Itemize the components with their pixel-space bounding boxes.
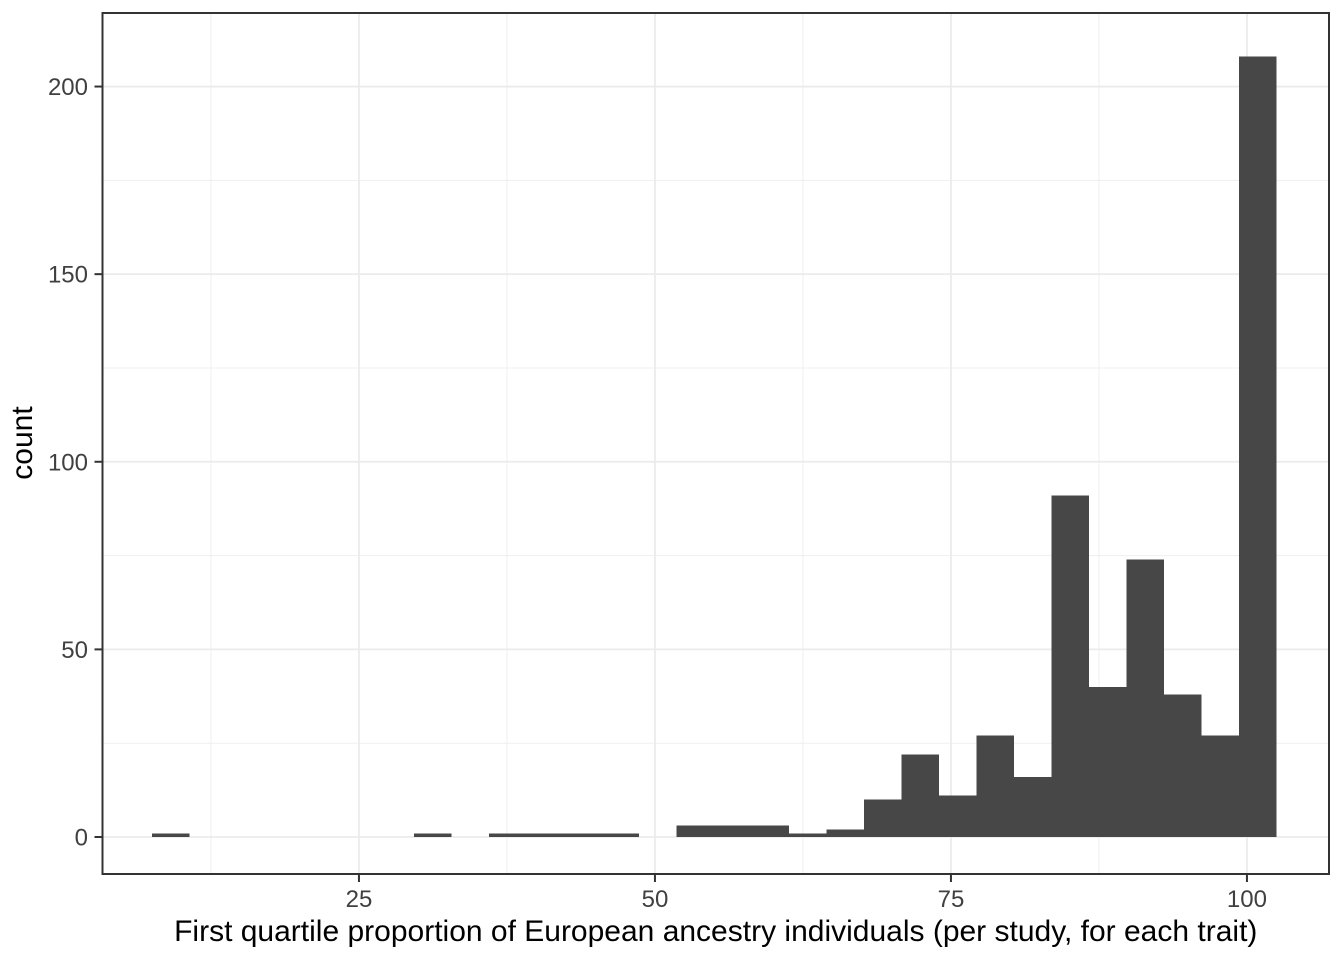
histogram-bar (1126, 559, 1165, 838)
histogram-bar (976, 735, 1015, 838)
panel-border (101, 12, 1330, 875)
histogram-bar (1014, 776, 1052, 838)
histogram-bar (676, 825, 715, 838)
x-tick-labels: 25 50 75 100 (346, 886, 1267, 913)
x-tick-label: 100 (1227, 886, 1267, 913)
histogram-bar (826, 829, 865, 838)
histogram-bar (489, 833, 527, 838)
y-tick-label: 100 (48, 449, 88, 476)
histogram-bar (1239, 56, 1277, 838)
major-gridlines (102, 13, 1329, 874)
y-tick-label: 150 (48, 262, 88, 289)
histogram-bar (789, 833, 827, 838)
histogram-bar (1164, 694, 1202, 838)
y-tick-label: 50 (61, 637, 88, 664)
y-axis-title: count (6, 406, 39, 480)
x-axis-title: First quartile proportion of European an… (174, 915, 1257, 948)
y-tick-label: 200 (48, 74, 88, 101)
histogram-bar (151, 833, 190, 838)
minor-gridlines (102, 13, 1329, 874)
histogram-bar (901, 754, 940, 838)
x-tick-label: 25 (346, 886, 373, 913)
axis-tick-marks (94, 85, 1248, 882)
histogram-bar (939, 795, 977, 838)
histogram-bar (1089, 686, 1127, 838)
histogram-bar (751, 825, 790, 838)
histogram-bar (1051, 495, 1090, 838)
y-tick-label: 0 (75, 825, 88, 852)
histogram-bar (714, 825, 752, 838)
histogram-bars (151, 56, 1277, 838)
histogram-bar (526, 833, 565, 838)
histogram-bar (864, 799, 902, 838)
histogram-bar (414, 833, 452, 838)
x-tick-label: 75 (938, 886, 965, 913)
histogram-bar (564, 833, 602, 838)
histogram-bar (601, 833, 640, 838)
x-tick-label: 50 (642, 886, 669, 913)
histogram-bar (1201, 735, 1240, 838)
y-tick-labels: 0 50 100 150 200 (48, 74, 88, 851)
